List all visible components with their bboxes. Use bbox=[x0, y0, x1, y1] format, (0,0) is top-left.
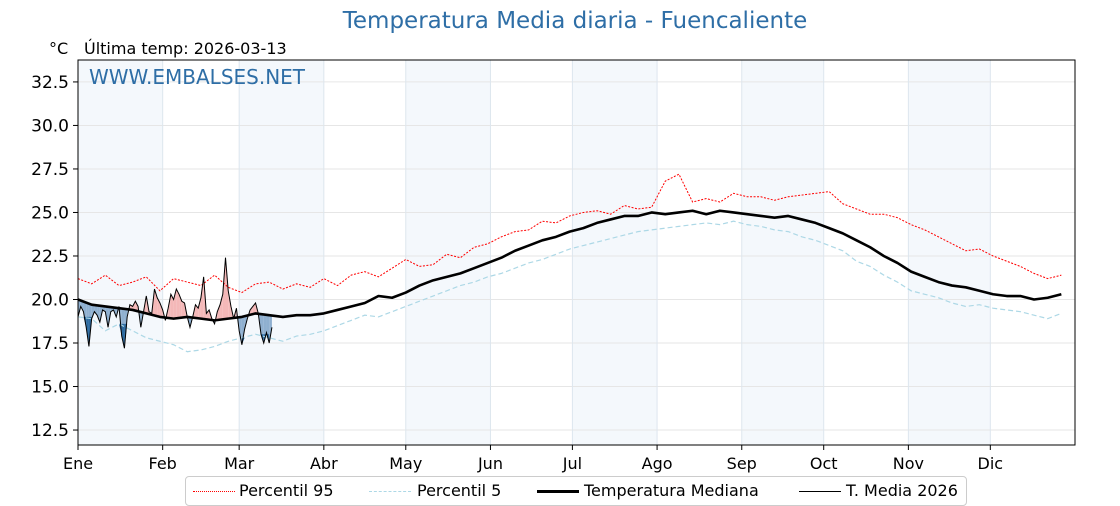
legend-swatch-p95 bbox=[193, 491, 235, 492]
anomaly-fill-above bbox=[250, 306, 253, 315]
y-tick-label: 20.0 bbox=[31, 290, 69, 310]
legend: Percentil 95 Percentil 5 Temperatura Med… bbox=[185, 476, 967, 506]
legend-swatch-p5 bbox=[369, 491, 411, 492]
x-tick-label: Jul bbox=[562, 454, 582, 473]
anomaly-fill-above bbox=[206, 309, 210, 320]
x-tick-label: Ene bbox=[63, 454, 93, 473]
y-tick-label: 22.5 bbox=[31, 247, 69, 267]
anomaly-fill-above bbox=[228, 290, 231, 319]
y-axis: 12.5 15.0 17.5 20.0 22.5 25.0 27.5 30.0 32.5 bbox=[31, 73, 78, 441]
month-bands bbox=[78, 60, 991, 445]
chart-title: Temperatura Media diaria - Fuencaliente bbox=[342, 8, 808, 34]
series-lines bbox=[77, 173, 1062, 353]
x-tick-label: Feb bbox=[149, 454, 177, 473]
anomaly-fill-below bbox=[94, 305, 98, 316]
month-band-nov bbox=[908, 60, 991, 445]
y-tick-label: 30.0 bbox=[31, 116, 69, 136]
anomaly-fill-below bbox=[269, 315, 272, 344]
anomaly-fill-above bbox=[181, 301, 185, 318]
plot-frame bbox=[77, 59, 1076, 446]
x-tick-label: May bbox=[389, 454, 422, 473]
legend-label-current: T. Media 2026 bbox=[846, 481, 958, 500]
anomaly-fill-above bbox=[176, 289, 180, 319]
anomaly-fill-below bbox=[91, 304, 95, 319]
y-tick-label: 17.5 bbox=[31, 334, 69, 354]
x-tick-label: Dic bbox=[978, 454, 1004, 473]
x-tick-label: Mar bbox=[224, 454, 255, 473]
anomaly-fill-below bbox=[97, 305, 100, 323]
legend-label-median: Temperatura Mediana bbox=[584, 481, 759, 500]
month-band-ene bbox=[78, 60, 163, 445]
y-tick-label: 32.5 bbox=[31, 73, 69, 93]
anomaly-fill-above bbox=[217, 304, 221, 321]
series-line-median bbox=[77, 209, 1062, 322]
x-tick-label: Sep bbox=[727, 454, 757, 473]
series-line-p95 bbox=[77, 173, 1062, 294]
month-band-mar bbox=[239, 60, 324, 445]
anomaly-fill-above bbox=[135, 301, 139, 312]
month-band-jul bbox=[572, 60, 658, 445]
anomaly-fill-above bbox=[159, 302, 163, 318]
x-tick-label: Jun bbox=[477, 454, 503, 473]
watermark: WWW.EMBALSES.NET bbox=[89, 65, 306, 89]
y-tick-label: 15.0 bbox=[31, 378, 69, 398]
legend-swatch-current bbox=[799, 491, 841, 492]
month-band-may bbox=[405, 60, 491, 445]
anomaly-fill-above bbox=[200, 276, 204, 319]
y-tick-label: 25.0 bbox=[31, 203, 69, 223]
series-line-2026 bbox=[77, 257, 273, 349]
legend-swatch-median bbox=[537, 490, 579, 493]
anomaly-fill-above bbox=[173, 289, 177, 319]
x-tick-label: Nov bbox=[893, 454, 924, 473]
y-tick-label: 27.5 bbox=[31, 160, 69, 180]
y-axis-unit: °C bbox=[49, 39, 69, 58]
legend-label-p5: Percentil 5 bbox=[417, 481, 502, 500]
anomaly-fill-above bbox=[170, 294, 174, 319]
x-axis: Ene Feb Mar Abr May Jun Jul Ago Sep Oct Nov Dic bbox=[63, 445, 1003, 473]
x-tick-label: Oct bbox=[810, 454, 838, 473]
grid-lines bbox=[77, 60, 1075, 445]
chart-svg: WWW.EMBALSES.NET 12.5 15.0 17.5 20.0 22.5 25.… bbox=[31, 59, 1076, 473]
anomaly-fill-above bbox=[225, 257, 229, 319]
anomaly-fill-below bbox=[80, 300, 84, 312]
anomaly-fill-extreme bbox=[121, 323, 125, 349]
month-band-sep bbox=[741, 60, 824, 445]
x-tick-label: Ago bbox=[642, 454, 673, 473]
anomaly-fill-above bbox=[198, 297, 201, 319]
legend-label-p95: Percentil 95 bbox=[239, 481, 334, 500]
x-tick-label: Abr bbox=[310, 454, 338, 473]
last-temp-date: Última temp: 2026-03-13 bbox=[84, 39, 287, 58]
series-line-p5 bbox=[77, 220, 1062, 353]
y-tick-label: 12.5 bbox=[31, 421, 69, 441]
anomaly-fill-above bbox=[220, 294, 223, 320]
